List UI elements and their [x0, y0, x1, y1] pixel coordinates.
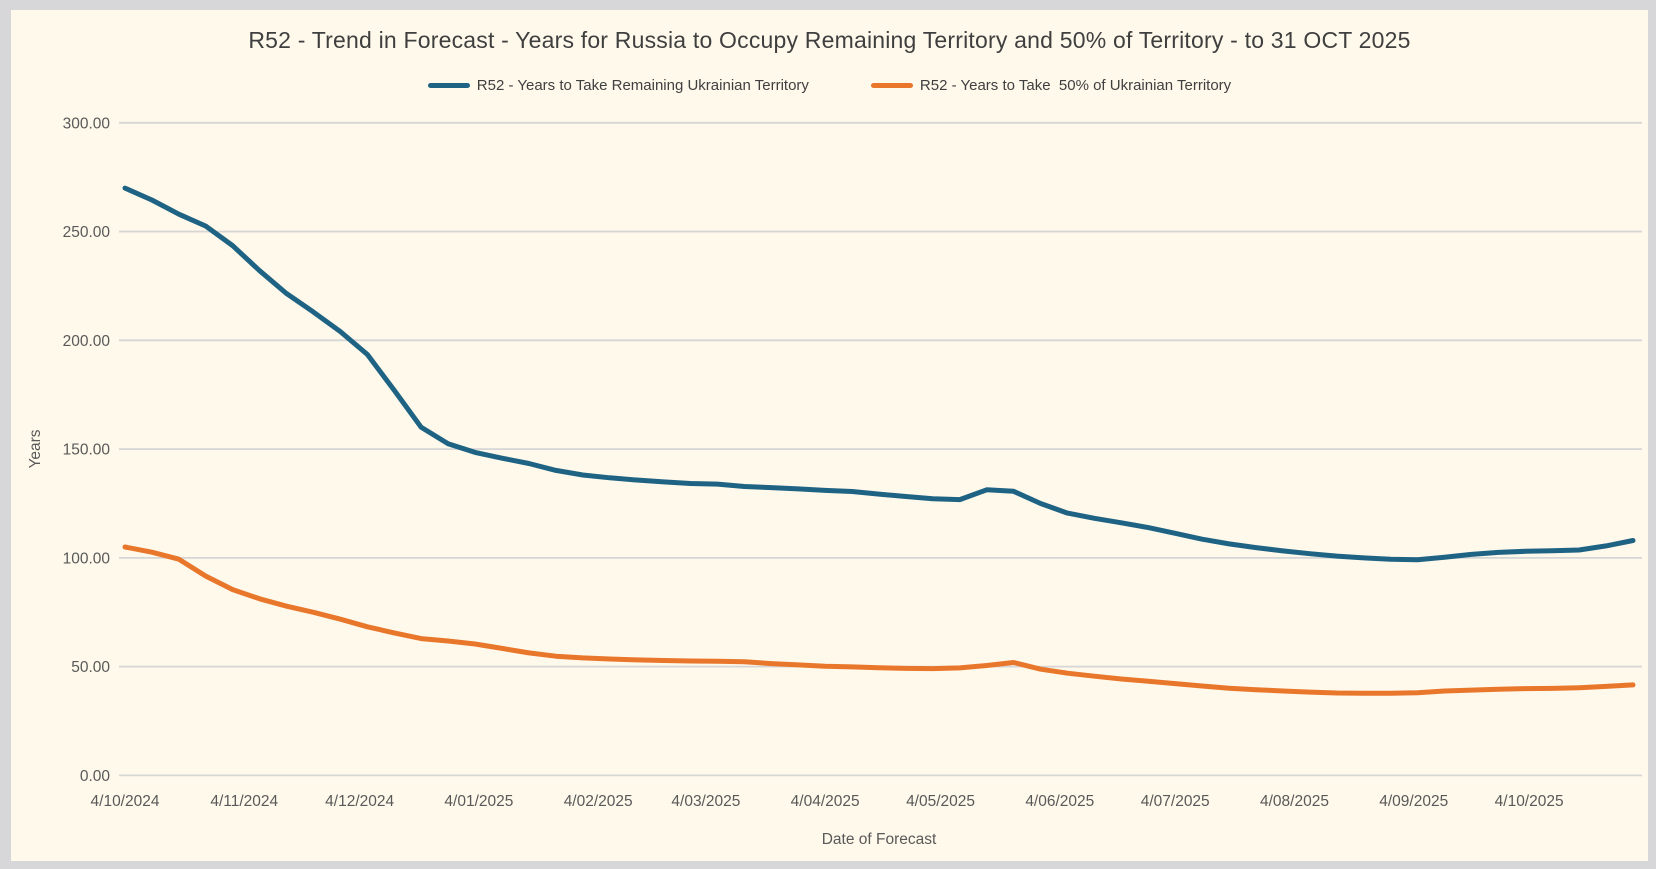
x-tick-label: 4/10/2024: [91, 793, 160, 810]
legend-line-swatch-orange: [870, 82, 913, 88]
legend-line-swatch-blue: [427, 82, 470, 88]
x-tick-label: 4/05/2025: [906, 793, 975, 810]
legend: R52 - Years to Take Remaining Ukrainian …: [11, 72, 1648, 98]
y-tick-label: 150.00: [63, 442, 111, 459]
data-line: [122, 185, 1636, 563]
x-tick-label: 4/08/2025: [1260, 793, 1329, 810]
legend-item-50pct-territory: R52 - Years to Take 50% of Ukrainian Ter…: [870, 76, 1232, 94]
legend-item-label: R52 - Years to Take Remaining Ukrainian …: [476, 76, 809, 94]
x-tick-label: 4/02/2025: [564, 793, 633, 810]
legend-item-label: R52 - Years to Take 50% of Ukrainian Ter…: [919, 76, 1232, 94]
x-tick-label: 4/01/2025: [444, 793, 513, 810]
chart-title: R52 - Trend in Forecast - Years for Russ…: [248, 27, 1411, 53]
y-tick-label: 300.00: [63, 115, 111, 132]
x-axis-title: Date of Forecast: [822, 831, 937, 848]
y-tick-label: 100.00: [63, 550, 111, 567]
chart-panel: R52 - Trend in Forecast - Years for Russ…: [11, 10, 1648, 861]
y-axis-title: Years: [27, 429, 44, 468]
x-tick-label: 4/06/2025: [1025, 793, 1094, 810]
x-tick-label: 4/11/2024: [210, 793, 278, 810]
data-line: [122, 544, 1636, 696]
x-tick-label: 4/03/2025: [671, 793, 740, 810]
y-tick-label: 0.00: [80, 768, 111, 785]
y-axis-tick-labels: 0.00 50.00 100.00 150.00 200.00 250.00 300.00: [63, 115, 111, 785]
x-tick-label: 4/09/2025: [1379, 793, 1448, 810]
legend-item-remaining-territory: R52 - Years to Take Remaining Ukrainian …: [427, 76, 809, 94]
y-tick-label: 200.00: [63, 333, 111, 350]
x-tick-label: 4/10/2025: [1495, 793, 1564, 810]
gridlines: [119, 121, 1642, 777]
y-tick-label: 250.00: [63, 224, 111, 241]
y-tick-label: 50.00: [71, 659, 110, 676]
chart-svg: 0.0050.00100.00150.00200.00250.00300.00 …: [27, 115, 1642, 848]
x-axis-tick-labels: 4/10/2024 4/11/2024 4/12/2024 4/01/2025 4/02…: [91, 793, 1564, 810]
x-tick-label: 4/07/2025: [1141, 793, 1210, 810]
x-tick-label: 4/04/2025: [791, 793, 860, 810]
data-lines: [122, 185, 1636, 696]
x-tick-label: 4/12/2024: [325, 793, 394, 810]
